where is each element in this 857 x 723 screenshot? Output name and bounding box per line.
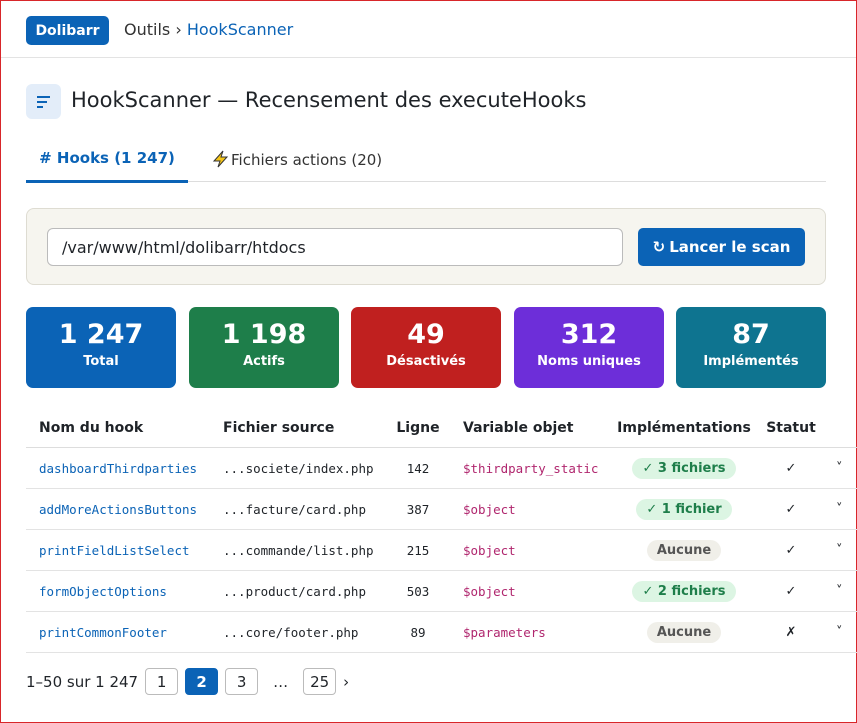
hook-name[interactable]: addMoreActionsButtons [39, 501, 198, 517]
status: ✓ [785, 460, 797, 476]
stat-label: Désactivés [386, 354, 466, 369]
status: ✗ [785, 624, 797, 640]
breadcrumb: Outils › HookScanner [124, 20, 294, 39]
stat-card: 1 247 Total [26, 307, 176, 388]
tab-indicator [26, 180, 188, 183]
table-row: printFieldListSelect ...commande/list.ph… [26, 530, 857, 571]
refresh-icon: ↻ [652, 238, 666, 256]
object-variable: $object [463, 583, 516, 599]
stat-card: 49 Désactivés [351, 307, 501, 388]
button-label: Lancer le scan [669, 238, 791, 256]
crumb[interactable]: Outils [124, 20, 171, 39]
brand-button[interactable]: Dolibarr [26, 16, 109, 45]
hook-name[interactable]: formObjectOptions [39, 583, 167, 599]
pagination: 1–50 sur 1 247 1 2 3 … 25 › [26, 668, 349, 695]
stat-card: 1 198 Actifs [189, 307, 339, 388]
expand-icon[interactable]: ˅ [836, 624, 843, 640]
expand-icon[interactable]: ˅ [836, 460, 843, 476]
expand-icon[interactable]: ˅ [836, 542, 843, 558]
stat-value: 1 198 [221, 319, 307, 350]
expand-icon[interactable]: ˅ [836, 501, 843, 517]
hook-name[interactable]: dashboardThirdparties [39, 460, 198, 476]
tab-label: Fichiers actions (20) [231, 151, 383, 169]
top-bar [1, 1, 856, 58]
status: ✓ [785, 501, 797, 517]
table-row: dashboardThirdparties ...societe/index.p… [26, 448, 857, 489]
impl-badge: ✓ 2 fichiers [632, 580, 736, 602]
impl-badge: ✓ 1 fichier [636, 498, 732, 520]
source-file: ...product/card.php [223, 583, 366, 599]
hook-name[interactable]: printCommonFooter [39, 624, 167, 640]
table-header: Nom du hook Fichier source Ligne Variabl… [26, 409, 857, 448]
line-number: 89 [410, 624, 426, 640]
stat-value: 49 [407, 319, 445, 350]
scan-button[interactable]: ↻ Lancer le scan [638, 228, 805, 266]
line-number: 142 [406, 460, 430, 476]
stat-card: 312 Noms uniques [514, 307, 664, 388]
impl-badge: Aucune [646, 621, 722, 643]
object-variable: $thirdparty_static [463, 460, 599, 476]
page-button[interactable]: 3 [225, 668, 259, 695]
stat-value: 87 [732, 319, 770, 350]
stat-label: Noms uniques [537, 354, 641, 369]
page-summary: 1–50 sur 1 247 [26, 672, 139, 691]
object-variable: $object [463, 501, 516, 517]
stat-card: 87 Implémentés [676, 307, 826, 388]
tab[interactable]: Fichiers actions (20) [211, 150, 382, 169]
path-input[interactable]: /var/www/html/dolibarr/htdocs [47, 228, 623, 266]
page-button[interactable]: 2 [185, 668, 219, 695]
column-header: Variable objet [463, 420, 574, 436]
page-ellipsis: … [273, 672, 289, 691]
page-button[interactable]: 1 [145, 668, 179, 695]
bolt-icon [212, 150, 229, 168]
table-row: printCommonFooter ...core/footer.php 89 … [26, 612, 857, 653]
column-header: Statut [766, 420, 816, 436]
table-row: formObjectOptions ...product/card.php 50… [26, 571, 857, 612]
source-file: ...facture/card.php [223, 501, 366, 517]
impl-badge: ✓ 3 fichiers [632, 457, 736, 479]
column-header: Ligne [396, 420, 440, 436]
stat-value: 1 247 [58, 319, 144, 350]
stat-label: Total [83, 354, 119, 369]
column-header: Fichier source [223, 420, 335, 436]
title-icon [26, 84, 61, 119]
expand-icon[interactable]: ˅ [836, 583, 843, 599]
tab[interactable]: # Hooks (1 247) [39, 149, 175, 167]
page-title: HookScanner — Recensement des executeHoo… [71, 88, 587, 112]
stat-label: Implémentés [703, 354, 799, 369]
column-header: Nom du hook [39, 420, 144, 436]
object-variable: $object [463, 542, 516, 558]
page-button[interactable]: 25 [303, 668, 337, 695]
line-number: 215 [406, 542, 430, 558]
line-number: 503 [406, 583, 430, 599]
status: ✓ [785, 583, 797, 599]
impl-badge: Aucune [646, 539, 722, 561]
table-row: addMoreActionsButtons ...facture/card.ph… [26, 489, 857, 530]
status: ✓ [785, 542, 797, 558]
menu-icon [37, 96, 50, 108]
object-variable: $parameters [463, 624, 546, 640]
source-file: ...core/footer.php [223, 624, 359, 640]
column-header: Implémentations [617, 420, 751, 436]
source-file: ...commande/list.php [223, 542, 374, 558]
stat-label: Actifs [243, 354, 285, 369]
hook-name[interactable]: printFieldListSelect [39, 542, 190, 558]
source-file: ...societe/index.php [223, 460, 374, 476]
stat-value: 312 [560, 319, 618, 350]
next-icon[interactable]: › [343, 672, 350, 691]
line-number: 387 [406, 501, 430, 517]
crumb-current: HookScanner [186, 20, 294, 39]
tab-divider [26, 181, 826, 182]
